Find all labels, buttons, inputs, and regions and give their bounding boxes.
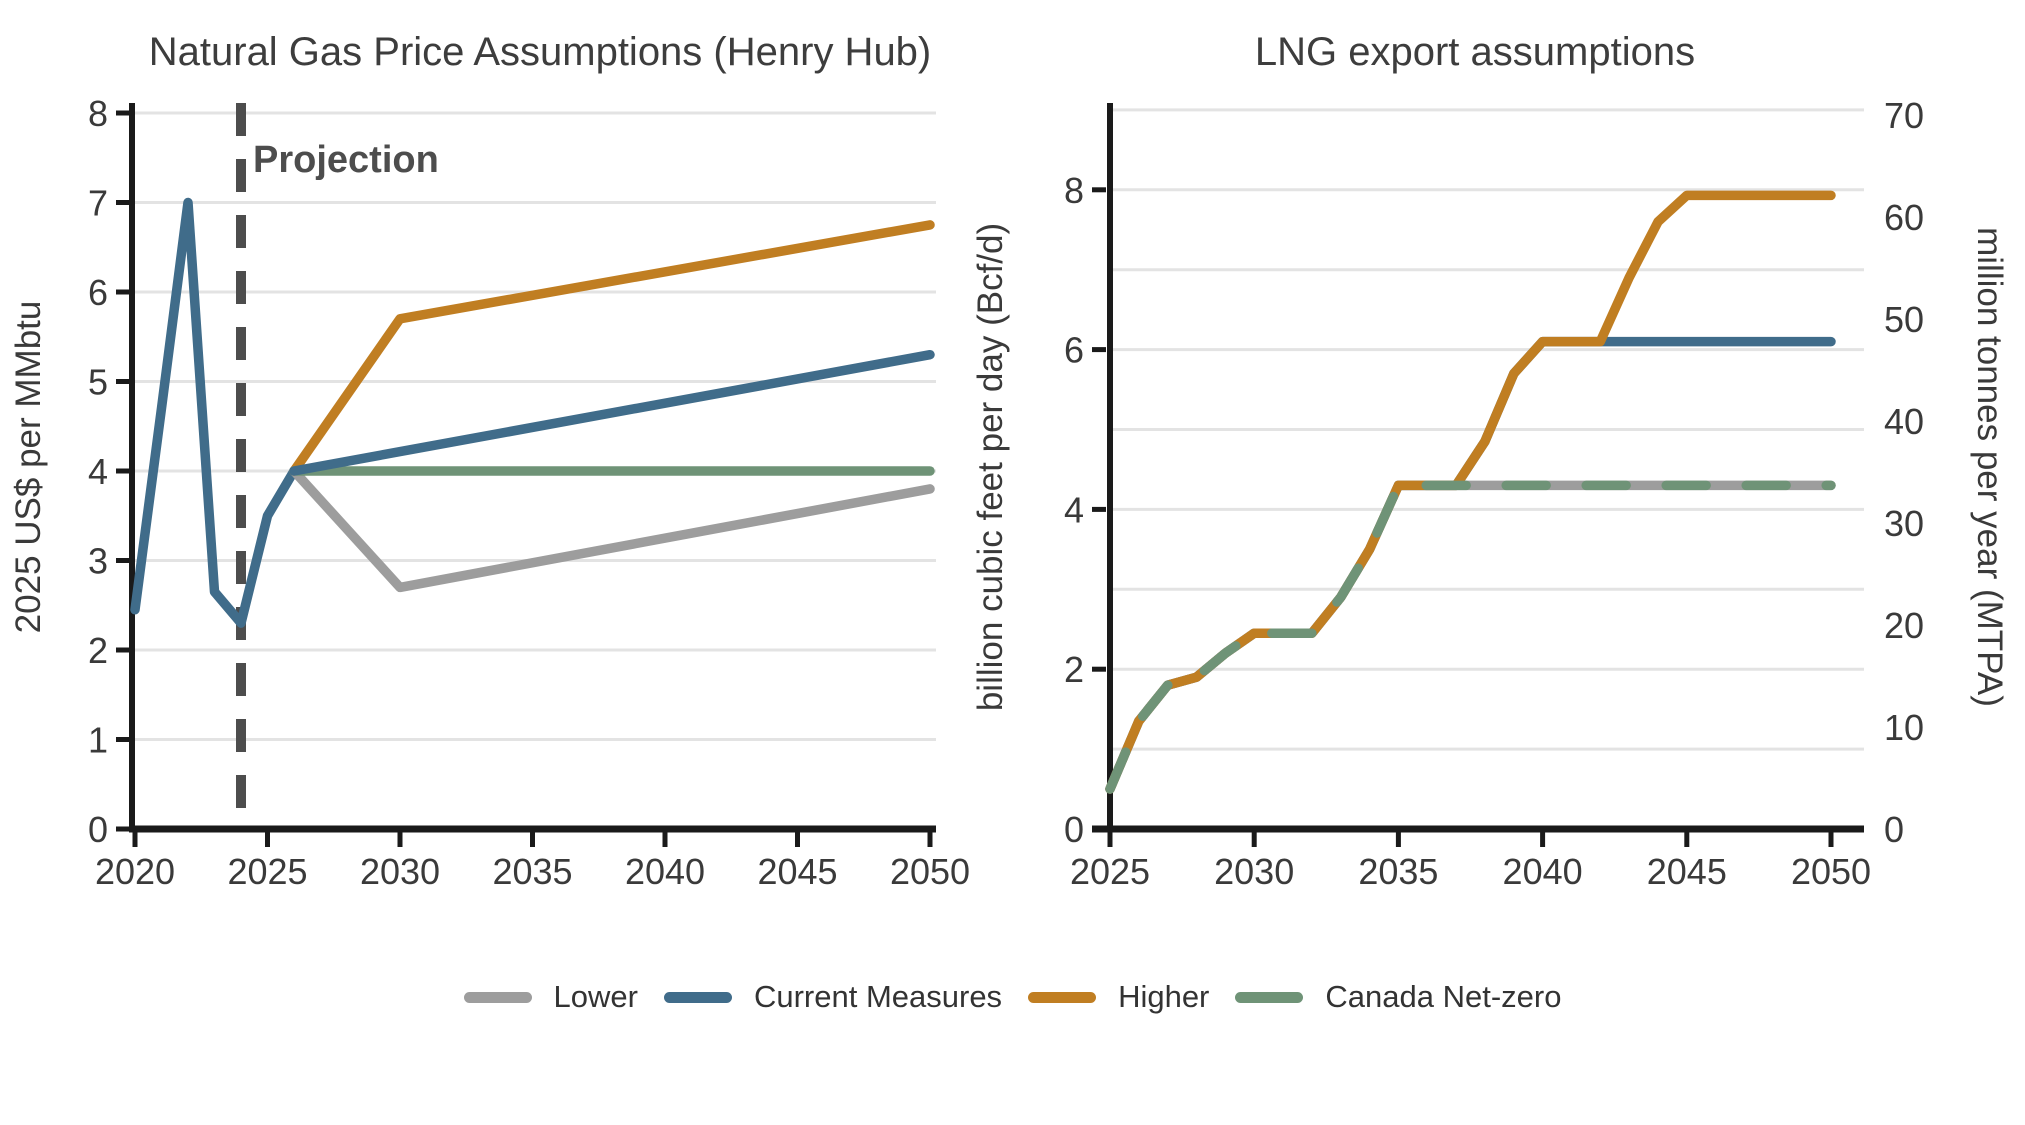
series-line-lower bbox=[289, 466, 935, 593]
y-tick-label: 2 bbox=[88, 630, 108, 671]
x-tick-label: 2050 bbox=[1791, 851, 1871, 892]
x-tick-label: 2040 bbox=[1503, 851, 1583, 892]
y2-tick-label: 10 bbox=[1884, 707, 1924, 748]
x-tick-label: 2025 bbox=[1070, 851, 1150, 892]
y2-tick-label: 0 bbox=[1884, 809, 1904, 850]
y-axis-label: 2025 US$ per MMbtu bbox=[9, 301, 48, 634]
y-tick-label: 8 bbox=[1064, 170, 1084, 211]
series-line-canada-net-zero bbox=[1105, 480, 1836, 794]
legend-label: Current Measures bbox=[753, 979, 1003, 1014]
y2-tick-label: 30 bbox=[1884, 503, 1924, 544]
y2-tick-label: 20 bbox=[1884, 605, 1924, 646]
y-tick-label: 6 bbox=[88, 272, 108, 313]
current-measures-line-swatch bbox=[663, 991, 732, 1003]
y-tick-label: 0 bbox=[88, 809, 108, 850]
lng-chart-title: LNG export assumptions bbox=[1254, 30, 1696, 74]
series-line-higher bbox=[1105, 190, 1836, 794]
y2-tick-label: 40 bbox=[1884, 401, 1924, 442]
x-tick-label: 2025 bbox=[227, 851, 307, 892]
projection-label: Projection bbox=[253, 139, 439, 181]
y2-tick-label: 60 bbox=[1884, 197, 1924, 238]
x-tick-label: 2050 bbox=[890, 851, 970, 892]
y-tick-label: 3 bbox=[88, 541, 108, 582]
y-tick-label: 8 bbox=[88, 93, 108, 134]
legend-label: Canada Net-zero bbox=[1325, 979, 1562, 1014]
legend-item-canada-net-zero: Canada Net-zero bbox=[1235, 979, 1561, 1015]
x-tick-label: 2035 bbox=[492, 851, 572, 892]
x-tick-label: 2040 bbox=[625, 851, 705, 892]
y-tick-label: 4 bbox=[1064, 489, 1084, 530]
y-tick-label: 0 bbox=[1064, 809, 1084, 850]
y-tick-label: 1 bbox=[88, 720, 108, 761]
legend-label: Lower bbox=[553, 979, 638, 1014]
legend-item-lower: Lower bbox=[463, 979, 638, 1015]
x-tick-label: 2030 bbox=[360, 851, 440, 892]
legend-label: Higher bbox=[1118, 979, 1210, 1014]
series-line-current-measures bbox=[1105, 336, 1836, 794]
y2-axis-label: million tonnes per year (MTPA) bbox=[1970, 227, 2009, 707]
higher-line-swatch bbox=[1028, 991, 1097, 1003]
y-tick-label: 6 bbox=[1064, 330, 1084, 371]
chart-legend: Lower Current Measures Higher Canada Net… bbox=[0, 972, 2025, 1022]
x-tick-label: 2030 bbox=[1214, 851, 1294, 892]
series-line-higher bbox=[289, 220, 935, 476]
y-tick-label: 5 bbox=[88, 362, 108, 403]
x-tick-label: 2045 bbox=[1647, 851, 1727, 892]
legend-item-higher: Higher bbox=[1028, 979, 1209, 1015]
series-line-historical bbox=[130, 197, 299, 628]
lower-line-swatch bbox=[463, 991, 532, 1003]
x-tick-label: 2020 bbox=[95, 851, 175, 892]
y-tick-label: 2 bbox=[1064, 649, 1084, 690]
canada-net-zero-line-swatch bbox=[1235, 991, 1304, 1003]
x-tick-label: 2035 bbox=[1358, 851, 1438, 892]
x-tick-label: 2045 bbox=[757, 851, 837, 892]
legend-item-current-measures: Current Measures bbox=[663, 979, 1003, 1015]
series-line-current-measures bbox=[289, 349, 935, 476]
price-chart-title: Natural Gas Price Assumptions (Henry Hub… bbox=[148, 30, 932, 74]
y2-tick-label: 70 bbox=[1884, 95, 1924, 136]
y-axis-label: billion cubic feet per day (Bcf/d) bbox=[971, 223, 1010, 711]
series-line-lower bbox=[1105, 480, 1836, 794]
y-tick-label: 7 bbox=[88, 183, 108, 224]
y2-tick-label: 50 bbox=[1884, 299, 1924, 340]
y-tick-label: 4 bbox=[88, 451, 108, 492]
